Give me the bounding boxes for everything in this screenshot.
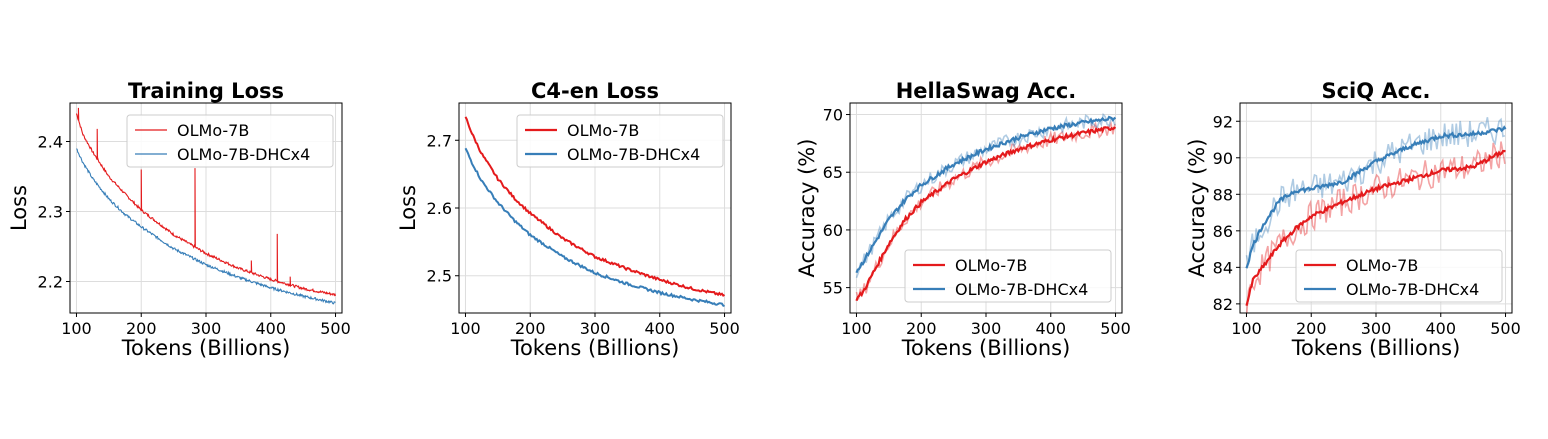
legend-label: OLMo-7B xyxy=(955,256,1027,275)
legend-label: OLMo-7B-DHCx4 xyxy=(567,145,700,164)
legend-label: OLMo-7B-DHCx4 xyxy=(1346,280,1479,299)
x-axis-label: Tokens (Billions) xyxy=(1291,336,1461,360)
legend-label: OLMo-7B xyxy=(1346,256,1418,275)
x-tick-label: 400 xyxy=(255,319,286,338)
y-axis-label: Loss xyxy=(396,185,420,231)
x-tick-label: 100 xyxy=(1231,319,1262,338)
legend-box xyxy=(1295,249,1503,303)
x-tick-label: 100 xyxy=(841,319,872,338)
x-tick-label: 500 xyxy=(1490,319,1521,338)
y-tick-label: 2.6 xyxy=(427,199,452,218)
legend-box xyxy=(126,114,334,168)
y-axis-label: Loss xyxy=(7,185,31,231)
x-axis-label: Tokens (Billions) xyxy=(901,336,1071,360)
plot-area xyxy=(75,107,337,305)
legend-label: OLMo-7B-DHCx4 xyxy=(955,280,1088,299)
x-tick-label: 100 xyxy=(450,319,481,338)
y-tick-label: 92 xyxy=(1213,112,1233,131)
legend-label: OLMo-7B-DHCx4 xyxy=(177,145,310,164)
x-tick-label: 400 xyxy=(1035,319,1066,338)
x-tick-label: 200 xyxy=(1296,319,1327,338)
y-tick-label: 55 xyxy=(823,279,843,298)
x-tick-label: 300 xyxy=(191,319,222,338)
x-tick-label: 500 xyxy=(320,319,351,338)
x-tick-label: 300 xyxy=(971,319,1002,338)
chart-panel-2: 100 200 300 400 500 2.5 2.6 2.7 C4-en Loss Tokens… xyxy=(396,79,740,360)
chart-title: HellaSwag Acc. xyxy=(896,79,1077,103)
x-tick-label: 200 xyxy=(906,319,937,338)
y-tick-label: 70 xyxy=(823,106,843,125)
y-tick-label: 2.5 xyxy=(427,267,452,286)
y-tick-label: 2.4 xyxy=(38,133,63,152)
series-olmo-7b-dhcx4-line xyxy=(76,148,336,305)
series-olmo-7b-smoothed-line xyxy=(1245,149,1506,307)
x-tick-label: 500 xyxy=(1100,319,1131,338)
chart-title: SciQ Acc. xyxy=(1321,79,1430,103)
plot-area xyxy=(1245,117,1507,313)
y-axis-label: Accuracy (%) xyxy=(1185,139,1209,278)
series-olmo-7b-smoothed-line xyxy=(855,126,1117,302)
series-olmo-7b-line xyxy=(75,107,337,297)
x-tick-label: 400 xyxy=(1425,319,1456,338)
y-tick-label: 82 xyxy=(1213,295,1233,314)
x-tick-label: 500 xyxy=(709,319,740,338)
y-tick-label: 88 xyxy=(1213,185,1233,204)
x-tick-label: 100 xyxy=(61,319,92,338)
x-tick-label: 300 xyxy=(1361,319,1392,338)
y-axis-label: Accuracy (%) xyxy=(795,139,819,278)
chart-panel-1: 100 200 300 400 500 2.2 2.3 2.4 Training Loss Tok… xyxy=(7,79,351,360)
y-tick-label: 2.3 xyxy=(38,203,63,222)
y-tick-label: 2.7 xyxy=(427,131,452,150)
y-tick-label: 60 xyxy=(823,221,843,240)
x-tick-label: 300 xyxy=(580,319,611,338)
legend-box xyxy=(516,114,724,168)
legend-box xyxy=(904,249,1112,303)
series-olmo-7b-dhcx4-smoothed-line xyxy=(1245,125,1507,269)
x-tick-label: 200 xyxy=(515,319,546,338)
y-tick-label: 84 xyxy=(1213,258,1233,277)
legend-label: OLMo-7B xyxy=(177,121,249,140)
x-tick-label: 200 xyxy=(126,319,157,338)
chart-panel-4: 100 200 300 400 500 82 84 86 88 90 92 SciQ Acc. Toke… xyxy=(1185,79,1521,360)
series-olmo-7b-line xyxy=(464,116,725,297)
plot-area xyxy=(855,112,1117,302)
plot-area xyxy=(464,116,725,308)
x-axis-label: Tokens (Billions) xyxy=(121,336,291,360)
legend: OLMo-7B OLMo-7B-DHCx4 xyxy=(126,114,334,168)
legend: OLMo-7B OLMo-7B-DHCx4 xyxy=(1295,249,1503,303)
legend: OLMo-7B OLMo-7B-DHCx4 xyxy=(516,114,724,168)
y-tick-label: 65 xyxy=(823,163,843,182)
x-axis-label: Tokens (Billions) xyxy=(510,336,680,360)
series-olmo-7b-dhcx4-line xyxy=(464,147,725,308)
legend-label: OLMo-7B xyxy=(567,121,639,140)
legend: OLMo-7B OLMo-7B-DHCx4 xyxy=(904,249,1112,303)
chart-title: Training Loss xyxy=(128,79,284,103)
y-tick-label: 90 xyxy=(1213,149,1233,168)
x-tick-label: 400 xyxy=(644,319,675,338)
series-olmo-7b-dhcx4-smoothed-line xyxy=(855,115,1117,274)
chart-title: C4-en Loss xyxy=(531,79,659,103)
y-tick-label: 86 xyxy=(1213,222,1233,241)
y-tick-label: 2.2 xyxy=(38,273,63,292)
chart-panel-3: 100 200 300 400 500 55 60 65 70 HellaSwag Acc. Tok… xyxy=(795,79,1131,360)
